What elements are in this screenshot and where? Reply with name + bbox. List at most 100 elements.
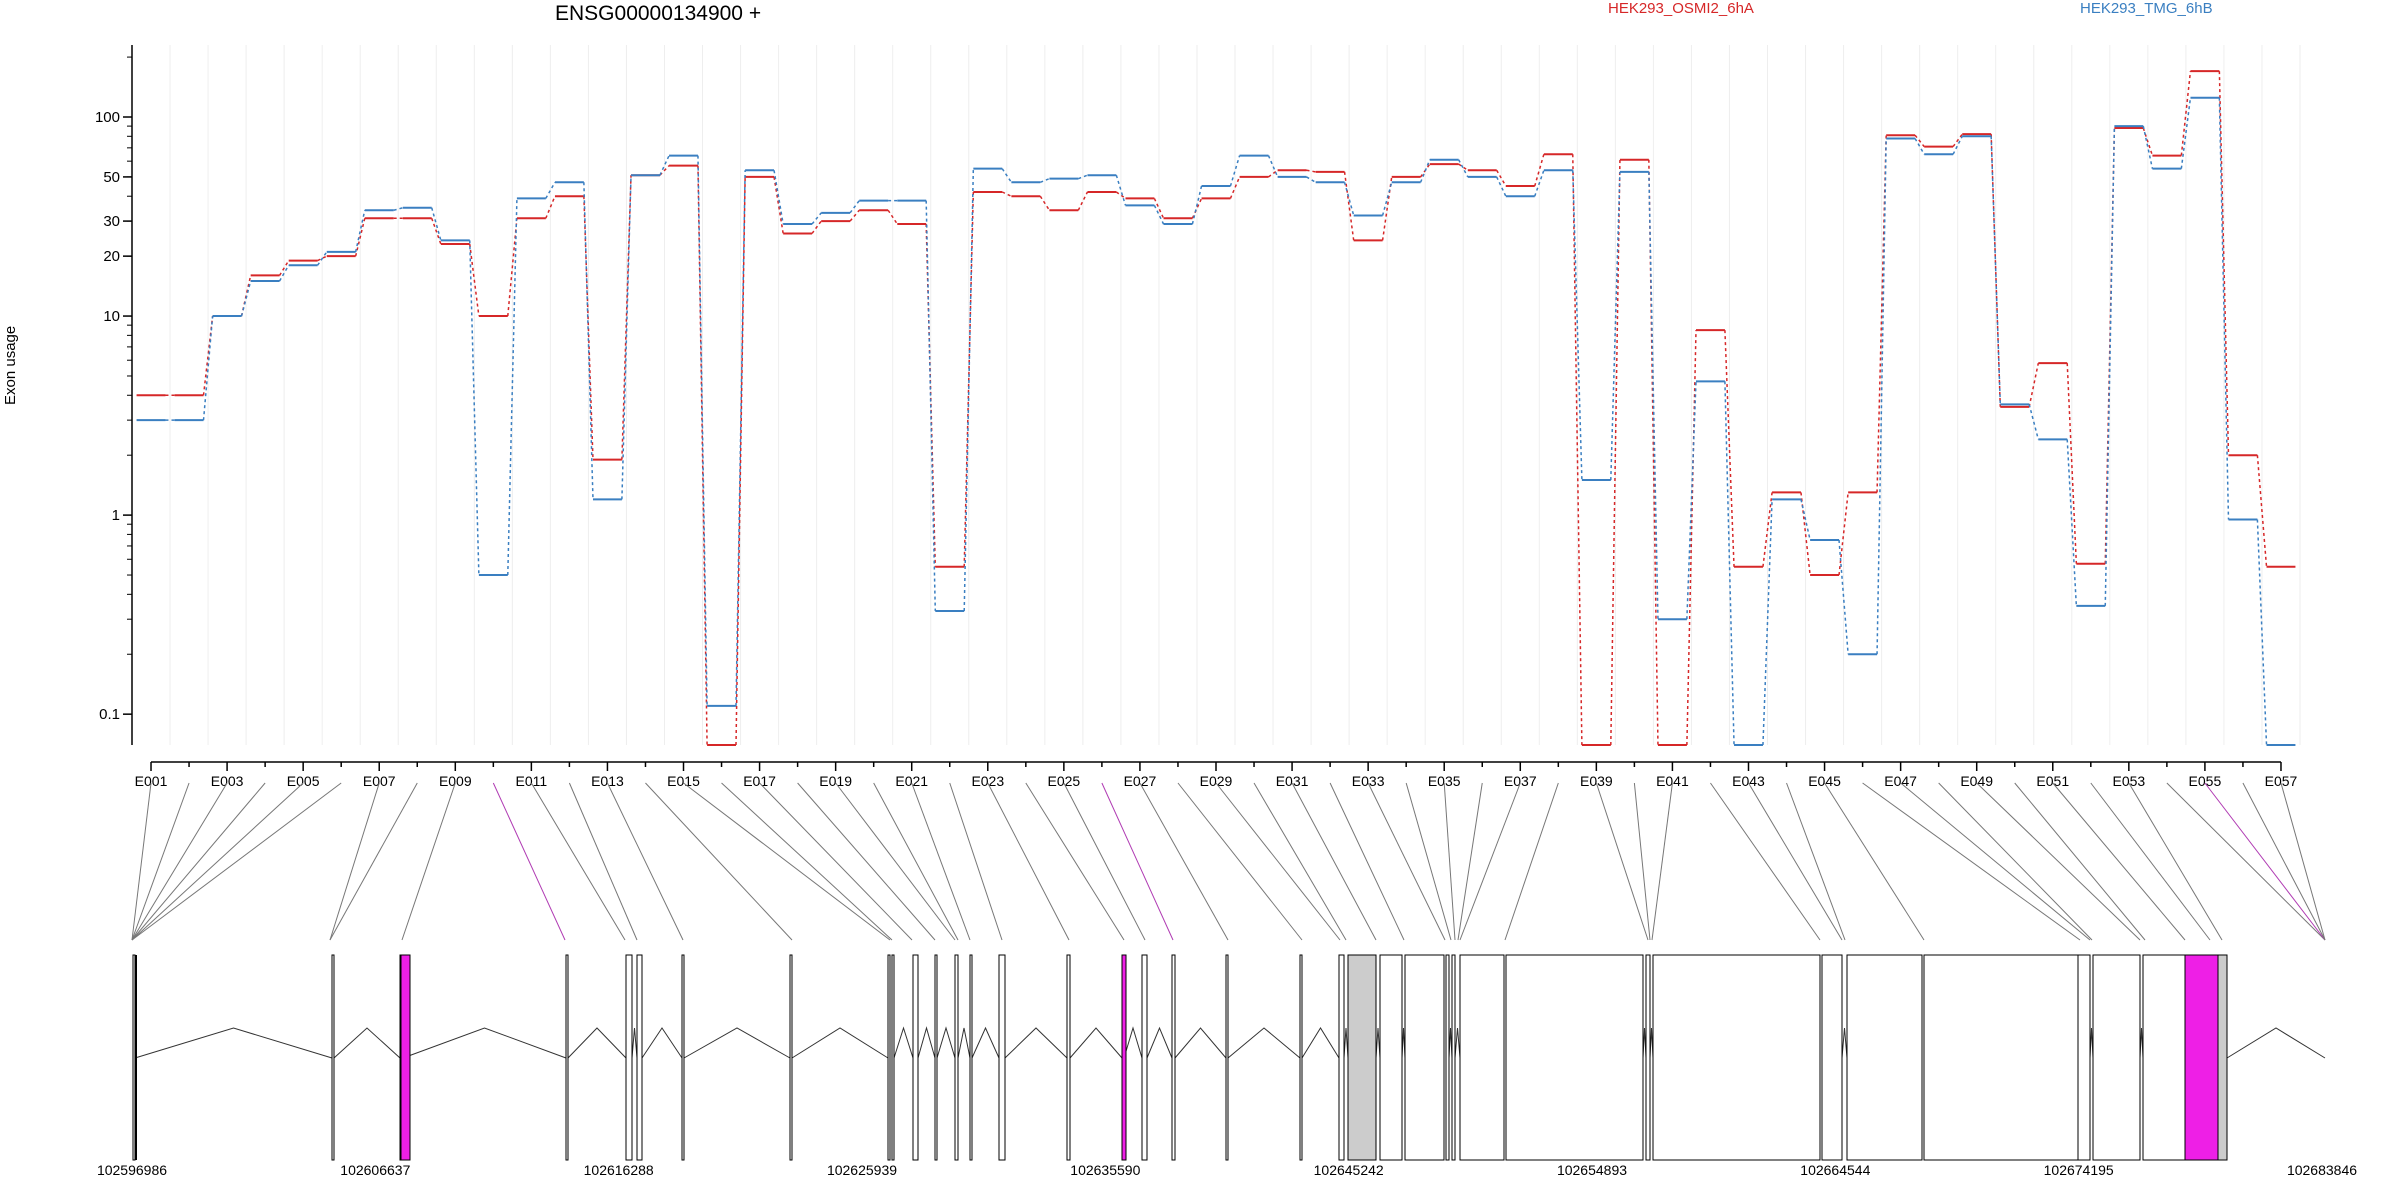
intron-line [333,1027,401,1059]
exon-box [934,954,938,1161]
intron-line [402,1027,567,1059]
exon-connector [1367,782,1446,941]
intron-line [957,1027,971,1059]
exon-connector [131,782,228,941]
x-tick-label: E017 [743,773,776,789]
exon-connector [1457,782,1483,941]
exon-box [789,954,793,1161]
exon-box [1846,954,1923,1161]
intron-line [917,1026,936,1059]
exon-connector [1595,782,1649,941]
x-tick-label: E037 [1504,773,1537,789]
series-connector [2066,439,2078,606]
series-connector [1686,381,1697,620]
series-connector [354,210,366,253]
series-connector [811,212,822,225]
intron-line [134,1027,333,1059]
exon-box [681,954,685,1161]
exon-box [1379,954,1403,1161]
series-connector [2028,362,2040,407]
exon-box [1459,954,1505,1161]
series-connector [317,255,328,262]
exon-connector [1215,782,1341,941]
x-tick-label: E051 [2036,773,2069,789]
series-connector [583,196,594,460]
exon-connector [131,782,342,941]
series-connector [469,243,480,317]
series-connector [2218,71,2230,456]
series-connector [469,240,480,576]
exon-box [1299,954,1303,1161]
x-tick-label: E057 [2265,773,2298,789]
coordinate-label: 102683846 [2287,1162,2357,1178]
intron-line [936,1026,956,1059]
exon-connector [1459,782,1521,941]
intron-line [1146,1026,1173,1059]
exon-connector [1063,782,1146,941]
series-connector [2256,455,2268,567]
series-connector [1153,198,1165,219]
x-tick-label: E005 [287,773,320,789]
intron-line [641,1027,683,1059]
x-tick-label: E049 [1960,773,1993,789]
coordinate-label: 102616288 [584,1162,654,1178]
exon-connector [131,782,190,941]
intron-line [1841,1027,1848,1059]
exon-box [565,954,569,1161]
series-connector [2180,71,2192,156]
exon-box [1821,954,1843,1161]
series-connector [1800,499,1811,541]
intron-line [1174,1027,1227,1059]
series-connector [1648,171,1659,620]
x-tick-label: E023 [971,773,1004,789]
series-connector [1419,159,1431,183]
exon-connector [1900,782,2091,941]
x-tick-label: E015 [667,773,700,789]
exon-connector [131,782,152,941]
exon-connector [1976,782,2141,941]
series-connector [507,198,518,576]
intron-line [893,1026,914,1059]
exon-connector [911,782,971,941]
exon-connector [2204,782,2326,941]
exon-connector [987,782,1070,941]
coordinate-label: 102654893 [1557,1162,1627,1178]
genomic-coordinates: 102596986 102606637 102616288 102625939 1026… [97,1162,2357,1178]
y-axis: 0.1 1 10 20 30 50 100 [95,45,133,745]
x-tick-label: E025 [1048,773,1081,789]
y-tick-label: 50 [103,169,120,186]
series-connector [2256,519,2268,746]
exon-block [1121,954,1127,1161]
series-connector [2028,404,2040,440]
series-connector [583,182,594,500]
series-connector [735,170,746,706]
exon-connector [1291,782,1377,941]
series-connector [1762,492,1773,567]
series-connector [316,251,328,266]
exon-connectors [131,782,2326,941]
x-tick-label: E001 [135,773,168,789]
exon-connector [530,782,626,941]
series-connector [1191,198,1203,219]
exon-box [1066,954,1071,1161]
intron-line [631,1027,638,1059]
coordinate-label: 102674195 [2044,1162,2114,1178]
intron-line [2226,1027,2326,1059]
y-tick-label: 1 [112,507,120,524]
exon-connector [2166,782,2326,941]
series-connector [849,209,860,222]
x-axis: E001 E003 E005 E007 E009 E011 E013 E015 E017 E019… [135,761,2298,789]
x-tick-label: E053 [2112,773,2145,789]
x-tick-label: E019 [819,773,852,789]
exon-connector [1025,782,1125,941]
exon-connector [645,782,793,941]
exon-box [132,954,136,1161]
series-connector [2142,127,2154,156]
series-connector [1115,174,1127,206]
exon-box [1404,954,1445,1161]
series-connector [887,209,898,225]
series-connector [545,195,556,219]
exon-connector [2280,782,2326,941]
x-tick-label: E029 [1200,773,1233,789]
exon-connector [1405,782,1452,941]
